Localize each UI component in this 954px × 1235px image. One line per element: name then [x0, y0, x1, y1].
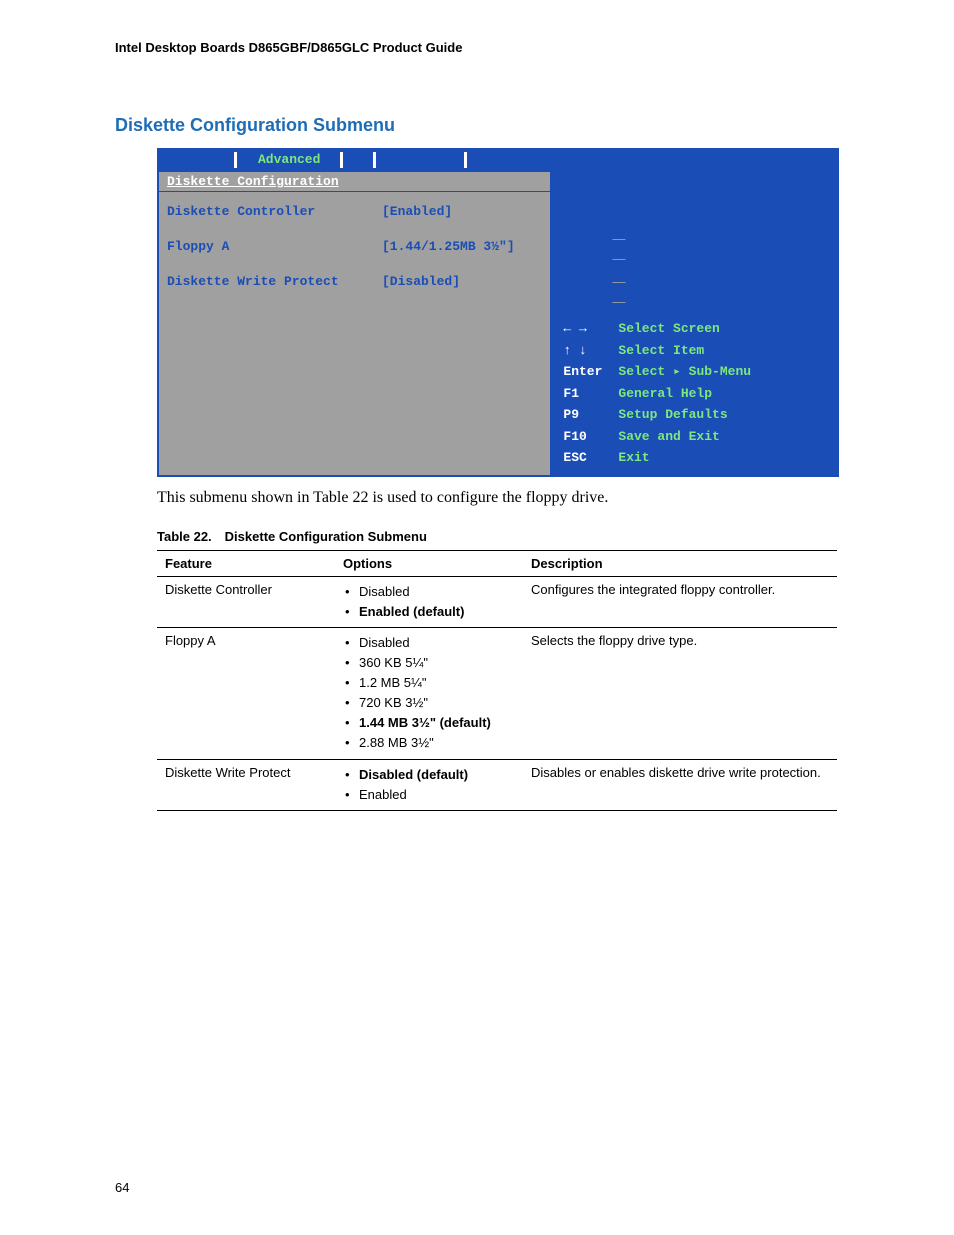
table-row: Floppy ADisabled360 KB 5¼"1.2 MB 5¼"720 … [157, 627, 837, 759]
bios-setting-label: Diskette Write Protect [167, 272, 382, 293]
nav-desc: Select Screen [618, 319, 826, 339]
nav-key: ESC [563, 448, 618, 468]
bios-setting-label: Diskette Controller [167, 202, 382, 223]
table-row: Diskette Write ProtectDisabled (default)… [157, 759, 837, 810]
nav-key: ↑ ↓ [563, 341, 618, 361]
bios-tab-advanced: Advanced [240, 149, 338, 171]
nav-desc: Select ▸ Sub-Menu [618, 362, 826, 382]
option-item: Disabled [343, 582, 515, 602]
option-item: 360 KB 5¼" [343, 653, 515, 673]
option-item: 720 KB 3½" [343, 693, 515, 713]
option-item: Enabled [343, 785, 515, 805]
document-header: Intel Desktop Boards D865GBF/D865GLC Pro… [115, 40, 839, 55]
nav-key: Enter [563, 362, 618, 382]
option-item: Disabled [343, 633, 515, 653]
bios-setting-row: Floppy A [1.44/1.25MB 3½"] [167, 237, 542, 258]
cell-description: Selects the floppy drive type. [523, 627, 837, 759]
bios-left-pane: Diskette Configuration Diskette Controll… [158, 171, 551, 476]
table-header-options: Options [335, 550, 523, 576]
cell-options: Disabled360 KB 5¼"1.2 MB 5¼"720 KB 3½"1.… [335, 627, 523, 759]
cell-feature: Diskette Write Protect [157, 759, 335, 810]
nav-key: F1 [563, 384, 618, 404]
bios-setting-row: Diskette Write Protect [Disabled] [167, 272, 542, 293]
config-table: Feature Options Description Diskette Con… [157, 550, 837, 811]
cell-options: Disabled (default)Enabled [335, 759, 523, 810]
table-header-description: Description [523, 550, 837, 576]
cell-description: Disables or enables diskette drive write… [523, 759, 837, 810]
nav-key: P9 [563, 405, 618, 425]
cell-options: DisabledEnabled (default) [335, 576, 523, 627]
nav-key: ← → [563, 319, 618, 339]
bios-setting-value: [1.44/1.25MB 3½"] [382, 237, 515, 258]
table-header-feature: Feature [157, 550, 335, 576]
bios-setting-value: [Enabled] [382, 202, 452, 223]
option-item: Disabled (default) [343, 765, 515, 785]
cell-description: Configures the integrated floppy control… [523, 576, 837, 627]
bios-setting-row: Diskette Controller [Enabled] [167, 202, 542, 223]
bios-setting-label: Floppy A [167, 237, 382, 258]
nav-desc: Setup Defaults [618, 405, 826, 425]
bios-help-pane: — — — — ← → Select Screen ↑ ↓ Select Ite… [551, 171, 838, 476]
page-number: 64 [115, 1180, 129, 1195]
cell-feature: Floppy A [157, 627, 335, 759]
bios-subtitle: Diskette Configuration [159, 172, 550, 192]
nav-desc: Exit [618, 448, 826, 468]
option-item: 1.44 MB 3½" (default) [343, 713, 515, 733]
section-title: Diskette Configuration Submenu [115, 115, 839, 136]
figure-caption: This submenu shown in Table 22 is used t… [157, 489, 839, 507]
table-row: Diskette ControllerDisabledEnabled (defa… [157, 576, 837, 627]
cell-feature: Diskette Controller [157, 576, 335, 627]
option-item: Enabled (default) [343, 602, 515, 622]
nav-key: F10 [563, 427, 618, 447]
nav-desc: General Help [618, 384, 826, 404]
option-item: 1.2 MB 5¼" [343, 673, 515, 693]
table-title: Table 22. Diskette Configuration Submenu [157, 529, 839, 544]
bios-panel: Advanced Diskette Configuration Diskette… [157, 148, 839, 477]
nav-desc: Select Item [618, 341, 826, 361]
option-item: 2.88 MB 3½" [343, 733, 515, 753]
nav-desc: Save and Exit [618, 427, 826, 447]
bios-setting-value: [Disabled] [382, 272, 460, 293]
bios-tab-bar: Advanced [158, 149, 838, 171]
